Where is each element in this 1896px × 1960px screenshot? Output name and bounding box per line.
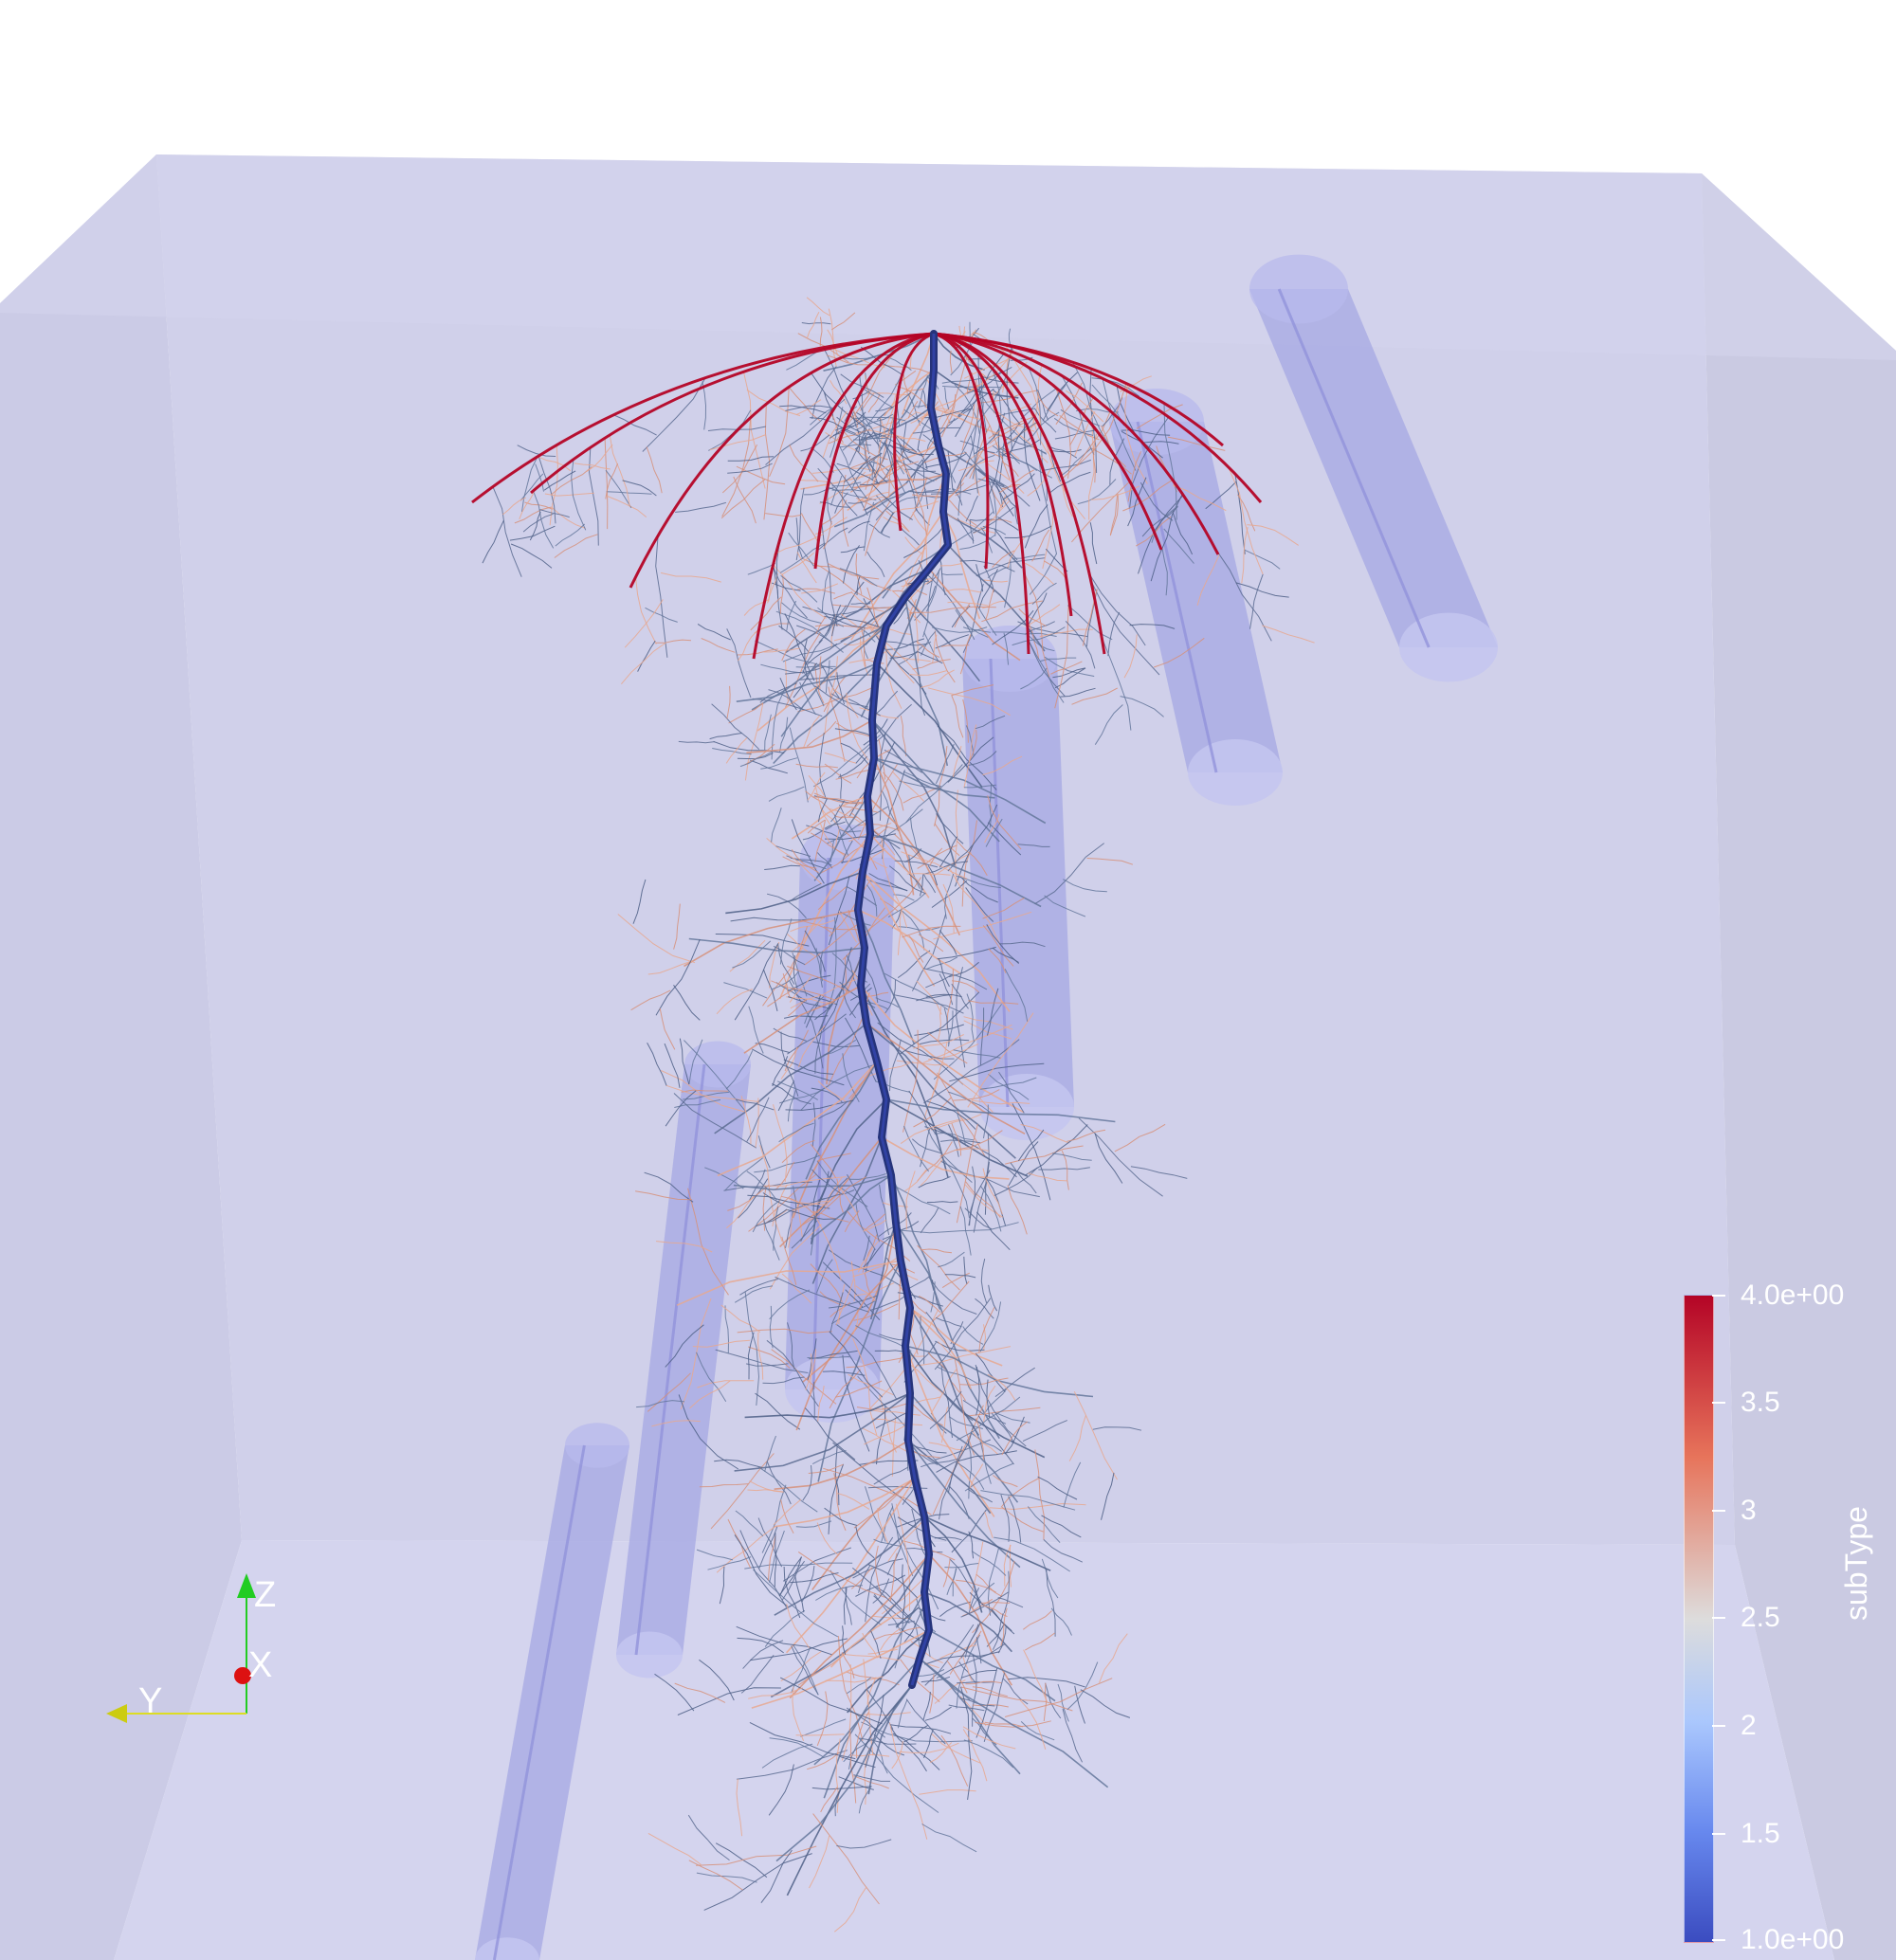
obstacle-cylinder [475,1423,629,1960]
colorbar-label: 1.5 [1741,1818,1780,1849]
colorbar-label-max: 4.0e+00 [1741,1279,1845,1311]
colorbar-label-min: 1.0e+00 [1741,1926,1845,1954]
colorbar-tick [1712,1833,1725,1835]
colorbar-tick [1712,1295,1725,1297]
orientation-axes-widget [106,1573,256,1723]
obstacle-cylinder [1249,254,1498,682]
crown-roots [471,332,1263,660]
colorbar-tick [1712,1725,1725,1727]
soil-box-right-face [1702,173,1896,1960]
obstacle-cylinder [962,626,1074,1140]
colorbar-tick [1712,1939,1725,1941]
colorbar-tick [1712,1510,1725,1512]
colorbar-tick [1712,1617,1725,1619]
colorbar-label: 3.5 [1741,1387,1780,1418]
x-axis-dot-icon [234,1667,251,1684]
colorbar-tick [1712,1402,1725,1404]
y-axis-label: Y [138,1681,163,1721]
z-axis-arrow-icon [237,1573,256,1598]
soil-box-top-edge [0,154,1896,360]
obstacle-cylinders [475,254,1498,1960]
z-axis-label: Z [254,1575,277,1615]
soil-box-left-face [0,154,242,1960]
root-system [471,297,1315,1933]
y-axis-arrow-icon [106,1704,127,1723]
colorbar-label: 2.5 [1741,1602,1780,1633]
colorbar-label: 2 [1741,1710,1757,1741]
obstacle-cylinder [616,1041,751,1679]
taproot [854,330,952,1689]
colorbar-gradient [1684,1295,1714,1943]
x-axis-label: X [248,1645,273,1685]
colorbar-label: 3 [1741,1495,1757,1526]
colorbar-title: subType [1839,1506,1873,1621]
